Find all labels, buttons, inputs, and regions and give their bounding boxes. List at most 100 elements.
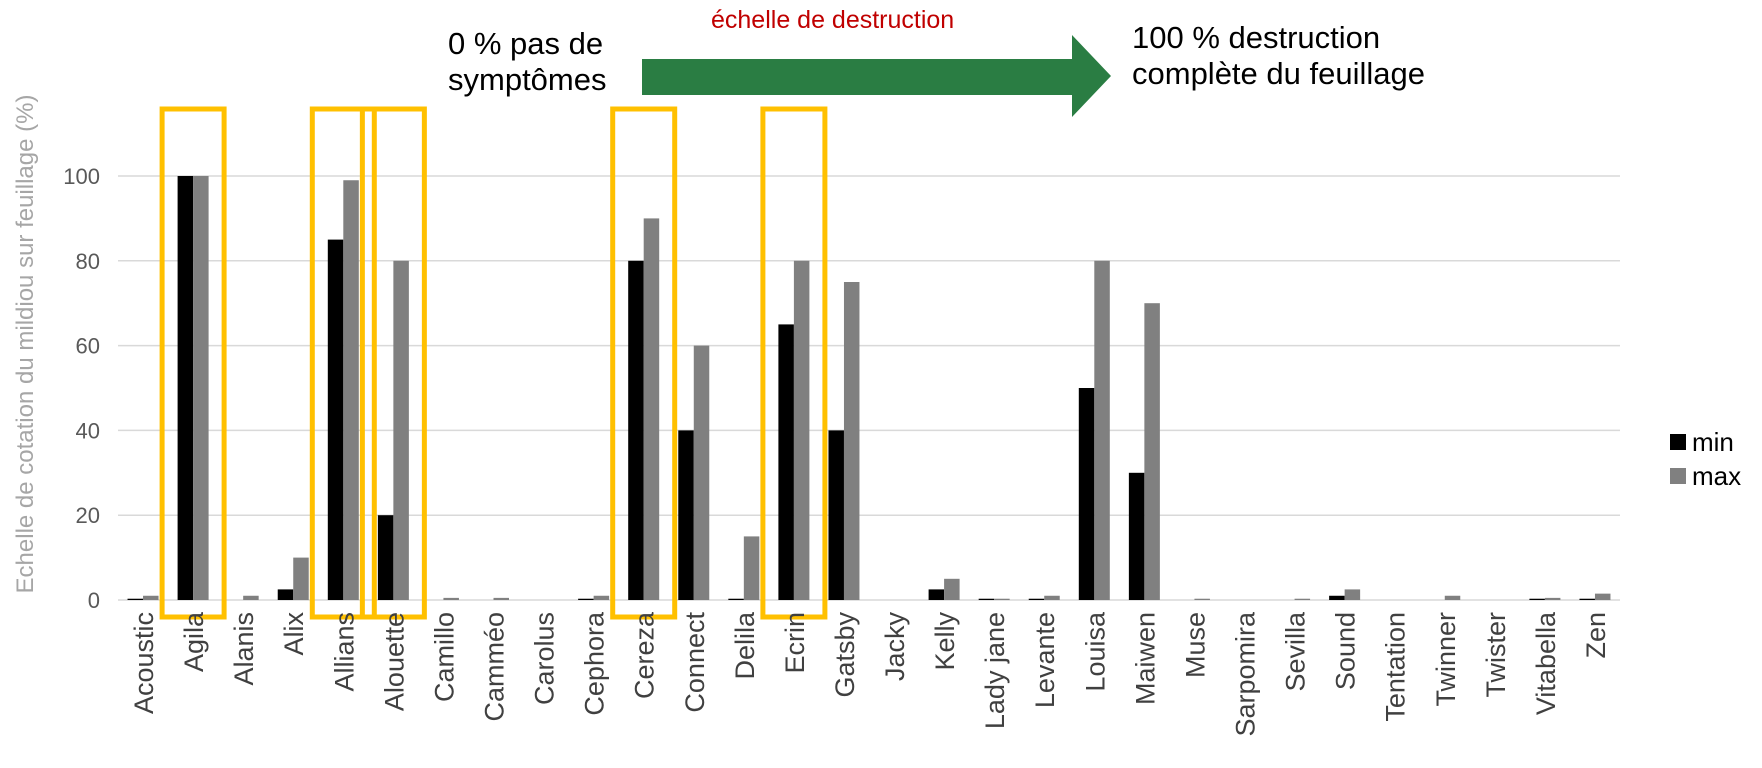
bar-max-cephora <box>593 595 610 600</box>
bar-min-lady-jane <box>978 598 995 600</box>
y-tick-label: 80 <box>76 249 100 274</box>
y-tick-label: 0 <box>88 588 100 613</box>
bar-max-alix <box>293 557 309 600</box>
x-tick-label: Zen <box>1581 612 1611 659</box>
bars <box>127 176 1611 601</box>
y-tick-label: 20 <box>76 503 100 528</box>
bar-max-sevilla <box>1294 598 1311 600</box>
bar-max-cereza <box>643 218 660 600</box>
x-tick-label: Vitabella <box>1531 611 1561 715</box>
bar-max-ecrin <box>793 260 810 600</box>
bar-max-kelly <box>944 578 960 600</box>
highlight-box-cereza <box>610 106 678 620</box>
x-tick-label: Louisa <box>1080 611 1110 692</box>
x-tick-label: Ecrin <box>780 612 810 674</box>
bar-max-acoustic <box>143 595 159 600</box>
x-tick-label: Cereza <box>630 611 660 699</box>
bar-min-alix <box>277 589 294 600</box>
bar-min-delila <box>728 598 744 600</box>
scale-start-annotation: 0 % pas de symptômes <box>448 26 607 97</box>
x-tick-label: Sevilla <box>1281 611 1311 692</box>
x-tick-label: Jacky <box>880 612 910 682</box>
bar-min-acoustic <box>127 598 144 600</box>
highlight-box-ecrin <box>760 106 828 620</box>
x-tick-label: Cephora <box>580 611 610 716</box>
legend-swatch-min <box>1670 434 1686 450</box>
bar-max-delila <box>743 536 760 600</box>
x-tick-label: Tentation <box>1381 612 1411 722</box>
bar-max-louisa <box>1094 260 1110 600</box>
x-tick-label: Alanis <box>229 612 259 686</box>
grid-lines <box>118 175 1620 601</box>
x-tick-label: Alix <box>279 612 309 656</box>
x-tick-label: Maiwen <box>1130 612 1160 705</box>
legend-swatch-max <box>1670 468 1686 484</box>
bar-min-alouette <box>377 515 394 600</box>
x-tick-label: Agila <box>179 611 209 672</box>
x-tick-label: Lady jane <box>980 612 1010 729</box>
legend-item-min: min <box>1670 425 1741 459</box>
bar-max-sound <box>1344 589 1361 600</box>
bar-min-maiwen <box>1128 472 1145 600</box>
bar-min-connect <box>678 430 694 600</box>
y-tick-labels: 0 20 40 60 80 100 <box>63 164 100 613</box>
bar-min-levante <box>1028 598 1045 600</box>
bar-max-camillo <box>443 597 459 600</box>
x-tick-label: Twinner <box>1431 612 1461 707</box>
bar-max-connect <box>693 345 710 600</box>
scale-label: échelle de destruction <box>711 6 955 34</box>
legend-label-max: max <box>1692 460 1742 491</box>
bar-max-alanis <box>243 595 259 600</box>
bar-max-lady-jane <box>994 598 1010 600</box>
bar-max-levante <box>1044 595 1060 600</box>
bar-max-zen <box>1594 593 1611 600</box>
bar-max-allians <box>343 180 359 601</box>
bar-max-maiwen <box>1144 303 1160 600</box>
x-tick-label: Kelly <box>930 612 960 671</box>
bar-min-sound <box>1329 595 1345 600</box>
x-tick-label: Connect <box>680 612 710 713</box>
highlight-box-agila <box>159 106 227 620</box>
legend-label-min: min <box>1692 426 1734 457</box>
bar-max-twinner <box>1444 595 1461 600</box>
scale-end-annotation: 100 % destruction complète du feuillage <box>1132 20 1425 91</box>
x-tick-label: Camillo <box>429 612 459 702</box>
destruction-scale-arrow <box>642 35 1111 117</box>
y-tick-label: 60 <box>76 334 100 359</box>
highlight-box-alouette <box>359 106 427 620</box>
bar-min-louisa <box>1078 388 1095 600</box>
bar-min-cereza <box>628 260 644 600</box>
x-tick-label: Acoustic <box>129 612 159 714</box>
bar-max-vitabella <box>1544 597 1561 600</box>
y-tick-label: 100 <box>63 164 100 189</box>
highlight-box-allians <box>309 106 377 620</box>
bar-min-cephora <box>578 598 594 600</box>
legend: min max <box>1670 425 1741 493</box>
y-tick-label: 40 <box>76 418 100 443</box>
x-tick-label: Muse <box>1180 612 1210 678</box>
x-tick-label: Twister <box>1481 612 1511 698</box>
bar-max-muse <box>1194 598 1210 600</box>
bar-max-alouette <box>393 260 409 600</box>
x-tick-label: Levante <box>1030 612 1060 708</box>
bar-min-agila <box>177 176 194 600</box>
bar-min-allians <box>327 239 344 600</box>
y-axis-label: Echelle de cotation du mildiou sur feuil… <box>12 95 39 594</box>
bar-max-agila <box>193 176 209 600</box>
highlight-boxes <box>159 106 828 620</box>
bar-max-gatsby <box>843 282 860 600</box>
x-tick-label: Gatsby <box>830 612 860 698</box>
x-tick-label: Delila <box>730 611 760 680</box>
bar-min-zen <box>1579 598 1595 600</box>
x-tick-label: Alouette <box>379 612 409 711</box>
x-tick-label: Allians <box>329 612 359 692</box>
x-tick-label: Sound <box>1331 612 1361 690</box>
x-tick-label: Carolus <box>530 612 560 705</box>
bar-min-vitabella <box>1529 598 1545 600</box>
x-tick-labels: Acoustic Agila Alanis Alix Allians Alouette Ca… <box>129 611 1611 737</box>
bar-max-camméo <box>493 597 509 600</box>
legend-item-max: max <box>1670 459 1741 493</box>
x-tick-label: Camméo <box>480 612 510 722</box>
bar-min-gatsby <box>828 430 844 600</box>
